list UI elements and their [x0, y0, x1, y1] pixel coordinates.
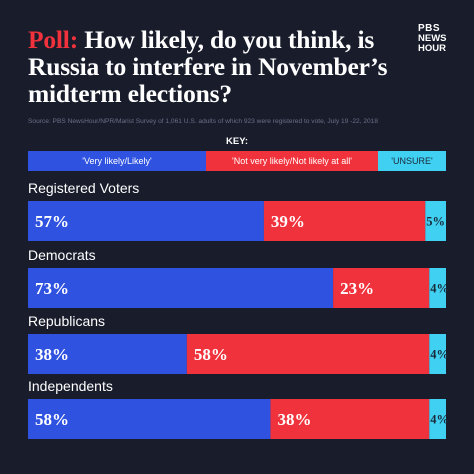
legend: 'Very likely/Likely' 'Not very likely/No…: [28, 151, 446, 171]
bar-value-label: 58%: [35, 410, 69, 429]
bar-segment: [28, 201, 264, 241]
group-label: Republicans: [28, 313, 105, 329]
group-label: Democrats: [28, 247, 96, 263]
bar-value-label: 57%: [35, 212, 69, 231]
bar-value-label: 58%: [194, 345, 228, 364]
page-title: Poll: How likely, do you think, is Russi…: [28, 26, 408, 107]
bar-segment: [263, 201, 426, 241]
title-accent: Poll:: [28, 25, 78, 54]
bar-value-label: 4%: [430, 282, 449, 296]
bar-value-label: 4%: [430, 413, 449, 427]
bar-value-label: 38%: [277, 410, 311, 429]
bar-value-label: 39%: [271, 212, 305, 231]
legend-item-likely: 'Very likely/Likely': [28, 151, 206, 171]
bar-segment: [270, 399, 430, 439]
bar-segment: [28, 268, 334, 308]
source-note: Source: PBS NewsHour/NPR/Marist Survey o…: [28, 118, 379, 125]
bar-segment: [429, 399, 446, 439]
bar-value-label: 38%: [35, 345, 69, 364]
bar-value-label: 73%: [35, 279, 69, 298]
title-text: How likely, do you think, is Russia to i…: [28, 25, 388, 108]
bar-value-label: 23%: [340, 279, 374, 298]
bar-segment: [429, 334, 446, 374]
bar-segment: [333, 268, 430, 308]
legend-item-unsure: 'UNSURE': [378, 151, 446, 171]
legend-item-not-likely: 'Not very likely/Not likely at all': [206, 151, 378, 171]
logo-hour: HOUR: [418, 42, 446, 54]
logo-pbs: PBS: [418, 23, 441, 34]
bar-value-label: 5%: [426, 215, 445, 229]
bar-value-label: 4%: [430, 348, 449, 362]
group-label: Independents: [28, 378, 113, 394]
key-label: KEY:: [226, 136, 248, 147]
bar-segment: [28, 399, 271, 439]
bar-segment: [186, 334, 430, 374]
pbs-newshour-logo: PBS NEWS HOUR: [418, 24, 452, 53]
group-label: Registered Voters: [28, 180, 139, 196]
logo-news: NEWS: [418, 33, 447, 44]
bar-segment: [429, 268, 446, 308]
bar-segment: [425, 201, 446, 241]
bar-segment: [28, 334, 187, 374]
